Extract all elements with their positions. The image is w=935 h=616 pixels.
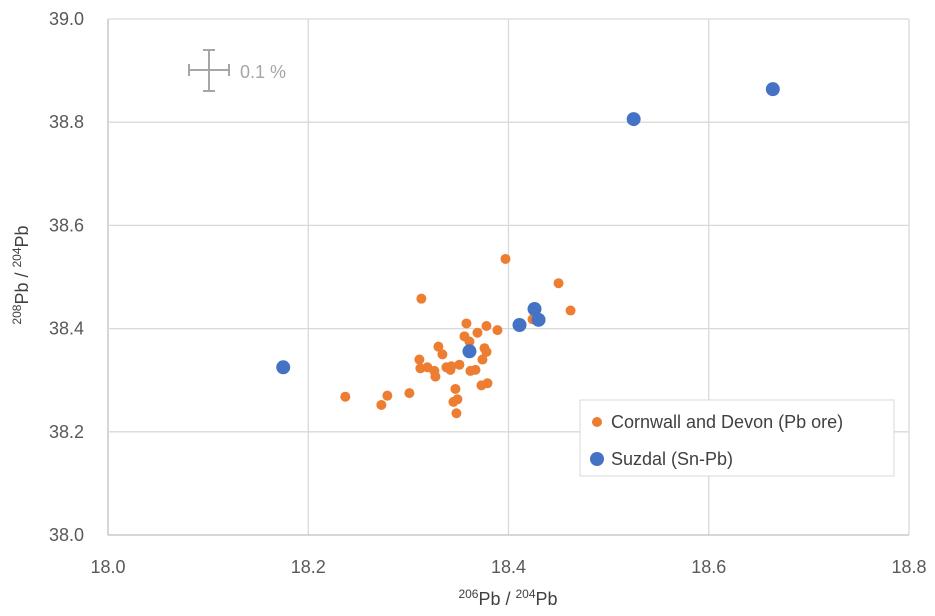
data-point-suzdal: [531, 312, 546, 327]
data-point-cornwall: [382, 390, 393, 401]
data-point-cornwall: [452, 394, 463, 405]
data-point-cornwall: [454, 359, 465, 370]
data-point-cornwall: [416, 293, 427, 304]
x-label-base2: Pb: [536, 589, 558, 609]
data-point-cornwall: [404, 388, 415, 399]
data-point-cornwall: [481, 346, 492, 357]
data-point-cornwall: [565, 305, 576, 316]
data-point-suzdal: [527, 301, 542, 316]
data-point-cornwall: [472, 327, 483, 338]
x-label-base1: Pb /: [478, 589, 515, 609]
y-axis-label: 208Pb / 204Pb: [10, 225, 32, 324]
data-point-cornwall: [470, 364, 481, 375]
x-label-sup1: 206: [458, 587, 478, 601]
x-axis-ticks: 18.0 18.2 18.4 18.6 18.8: [90, 557, 926, 577]
data-point-cornwall: [430, 371, 441, 382]
data-point-suzdal: [765, 82, 780, 97]
y-label-sup1: 208: [10, 304, 24, 324]
data-point-cornwall: [433, 341, 444, 352]
data-point-suzdal: [512, 317, 527, 332]
legend-box: [579, 399, 895, 477]
data-point-cornwall: [376, 399, 387, 410]
x-tick-label: 18.4: [491, 557, 526, 577]
data-point-cornwall: [553, 278, 564, 289]
data-point-suzdal: [462, 344, 477, 359]
y-tick-label: 38.8: [49, 112, 84, 132]
data-point-cornwall: [446, 361, 457, 372]
y-label-sup2: 204: [10, 247, 24, 267]
data-point-cornwall: [482, 378, 493, 389]
x-label-sup2: 204: [516, 587, 536, 601]
y-axis-ticks: 38.0 38.2 38.4 38.6 38.8 39.0: [49, 9, 84, 545]
x-tick-label: 18.6: [691, 557, 726, 577]
legend-label-cornwall: Cornwall and Devon (Pb ore): [611, 412, 843, 432]
x-tick-label: 18.2: [291, 557, 326, 577]
y-tick-label: 39.0: [49, 9, 84, 29]
data-point-cornwall: [481, 321, 492, 332]
error-bar-indicator: 0.1 %: [188, 49, 286, 92]
data-point-cornwall: [461, 318, 472, 329]
data-point-suzdal: [276, 360, 291, 375]
data-point-cornwall: [451, 408, 462, 419]
series-suzdal: [276, 82, 780, 375]
y-tick-label: 38.0: [49, 525, 84, 545]
data-point-cornwall: [340, 391, 351, 402]
y-tick-label: 38.2: [49, 422, 84, 442]
data-point-cornwall: [477, 354, 488, 365]
data-point-cornwall: [450, 383, 461, 394]
data-point-suzdal: [626, 112, 641, 127]
data-point-cornwall: [464, 336, 475, 347]
data-point-cornwall: [500, 253, 511, 264]
legend-marker-suzdal: [590, 452, 604, 466]
y-label-base2: Pb: [12, 225, 32, 247]
legend-marker-cornwall: [592, 417, 602, 427]
data-point-cornwall: [414, 354, 425, 365]
y-tick-label: 38.4: [49, 319, 84, 339]
x-axis-label: 206Pb / 204Pb: [458, 587, 557, 609]
data-point-cornwall: [492, 325, 503, 336]
legend: Cornwall and Devon (Pb ore) Suzdal (Sn-P…: [579, 399, 895, 477]
data-point-cornwall: [437, 349, 448, 360]
x-tick-label: 18.0: [90, 557, 125, 577]
grid: [107, 18, 910, 536]
series-cornwall-devon: [340, 253, 576, 419]
y-tick-label: 38.6: [49, 215, 84, 235]
y-label-base1: Pb /: [12, 268, 32, 305]
x-tick-label: 18.8: [891, 557, 926, 577]
error-bar-label: 0.1 %: [240, 62, 286, 82]
legend-label-suzdal: Suzdal (Sn-Pb): [611, 449, 733, 469]
